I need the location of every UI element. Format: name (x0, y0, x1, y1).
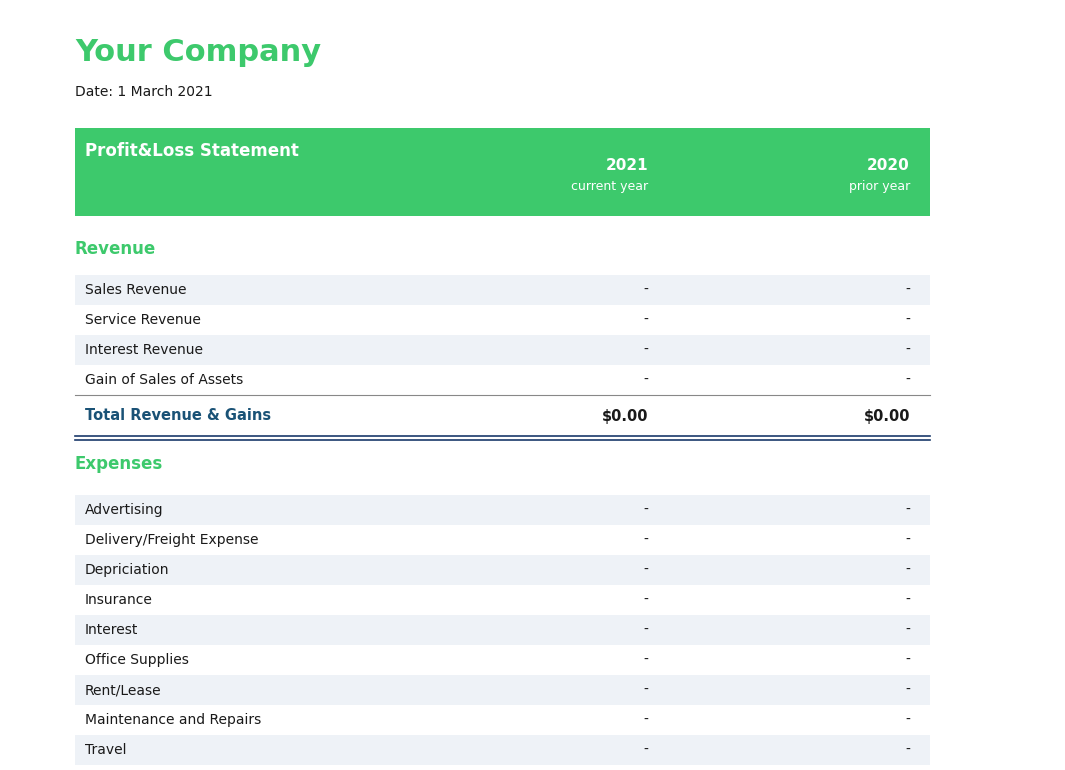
FancyBboxPatch shape (75, 525, 930, 555)
Text: -: - (643, 563, 648, 577)
Text: -: - (643, 533, 648, 547)
Text: -: - (905, 313, 910, 327)
Text: -: - (643, 593, 648, 607)
FancyBboxPatch shape (75, 275, 930, 305)
Text: -: - (905, 653, 910, 667)
Text: -: - (905, 743, 910, 757)
Text: Travel: Travel (85, 743, 127, 757)
Text: Total Revenue & Gains: Total Revenue & Gains (85, 409, 272, 424)
Text: -: - (905, 533, 910, 547)
Text: prior year: prior year (849, 180, 910, 193)
Text: -: - (643, 313, 648, 327)
FancyBboxPatch shape (75, 365, 930, 395)
Text: 2020: 2020 (867, 158, 910, 173)
Text: -: - (643, 503, 648, 517)
Text: -: - (905, 343, 910, 357)
Text: -: - (643, 373, 648, 387)
Text: Expenses: Expenses (75, 455, 163, 473)
Text: Date: 1 March 2021: Date: 1 March 2021 (75, 85, 213, 99)
Text: Sales Revenue: Sales Revenue (85, 283, 186, 297)
Text: -: - (643, 623, 648, 637)
Text: -: - (643, 283, 648, 297)
Text: Revenue: Revenue (75, 240, 157, 258)
FancyBboxPatch shape (75, 645, 930, 675)
FancyBboxPatch shape (75, 555, 930, 585)
Text: Insurance: Insurance (85, 593, 153, 607)
Text: $0.00: $0.00 (602, 409, 648, 424)
Text: Gain of Sales of Assets: Gain of Sales of Assets (85, 373, 243, 387)
Text: Delivery/Freight Expense: Delivery/Freight Expense (85, 533, 259, 547)
Text: $0.00: $0.00 (864, 409, 910, 424)
Text: Interest: Interest (85, 623, 138, 637)
FancyBboxPatch shape (75, 585, 930, 615)
Text: -: - (905, 373, 910, 387)
FancyBboxPatch shape (75, 128, 930, 216)
Text: -: - (905, 623, 910, 637)
Text: Service Revenue: Service Revenue (85, 313, 201, 327)
Text: Your Company: Your Company (75, 38, 322, 67)
FancyBboxPatch shape (75, 675, 930, 705)
Text: -: - (643, 743, 648, 757)
Text: -: - (643, 343, 648, 357)
Text: -: - (905, 283, 910, 297)
Text: Profit&Loss Statement: Profit&Loss Statement (85, 142, 299, 160)
Text: -: - (905, 683, 910, 697)
Text: Depriciation: Depriciation (85, 563, 169, 577)
Text: -: - (905, 593, 910, 607)
Text: -: - (643, 683, 648, 697)
Text: Office Supplies: Office Supplies (85, 653, 189, 667)
Text: Maintenance and Repairs: Maintenance and Repairs (85, 713, 261, 727)
Text: Advertising: Advertising (85, 503, 164, 517)
FancyBboxPatch shape (75, 335, 930, 365)
FancyBboxPatch shape (75, 495, 930, 525)
FancyBboxPatch shape (75, 305, 930, 335)
FancyBboxPatch shape (75, 765, 930, 770)
FancyBboxPatch shape (75, 735, 930, 765)
Text: -: - (905, 713, 910, 727)
Text: current year: current year (571, 180, 648, 193)
Text: Interest Revenue: Interest Revenue (85, 343, 203, 357)
Text: -: - (643, 653, 648, 667)
FancyBboxPatch shape (75, 705, 930, 735)
Text: -: - (643, 713, 648, 727)
Text: 2021: 2021 (605, 158, 648, 173)
Text: -: - (905, 503, 910, 517)
FancyBboxPatch shape (75, 615, 930, 645)
Text: Rent/Lease: Rent/Lease (85, 683, 162, 697)
Text: -: - (905, 563, 910, 577)
